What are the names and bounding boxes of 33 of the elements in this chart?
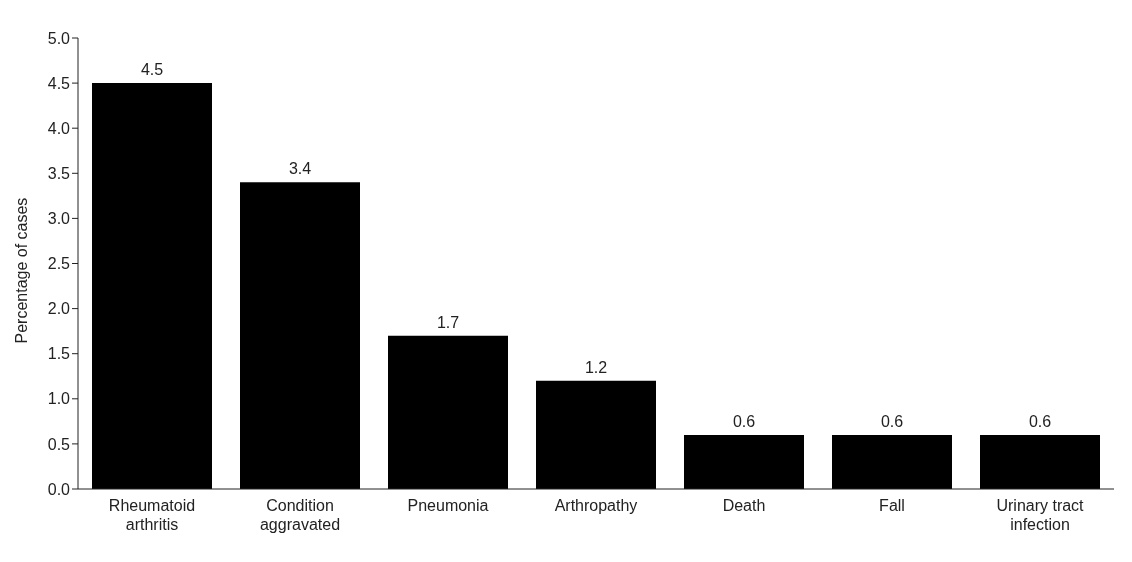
x-tick-label: Death [722,497,766,514]
y-tick-label: 5.0 [47,29,71,47]
bar [388,335,508,489]
y-tick-label: 1.5 [47,345,71,363]
y-tick-label: 1.0 [47,390,71,408]
bar [92,83,212,489]
y-tick-label: 0.5 [47,435,71,453]
y-tick-label: 0.0 [47,480,71,498]
data-label: 3.4 [288,160,312,178]
x-tick-label: Condition aggravated [259,497,341,533]
bar [980,434,1100,489]
y-tick-label: 4.5 [47,74,71,92]
y-axis-title: Percentage of cases [12,197,30,344]
y-tick-label: 4.0 [47,119,71,137]
bar [684,434,804,489]
x-tick-label: Arthropathy [554,497,638,514]
bar [240,182,360,489]
data-label: 1.2 [584,358,608,376]
data-label: 4.5 [140,61,164,79]
y-tick-label: 3.0 [47,210,71,228]
x-tick-label: Pneumonia [407,497,489,514]
bar [536,380,656,489]
y-tick-label: 3.5 [47,164,71,182]
data-label: 0.6 [732,412,756,430]
data-label: 0.6 [1028,412,1052,430]
x-tick-label: Fall [879,497,905,514]
y-tick-label: 2.0 [47,300,71,318]
data-label: 0.6 [880,412,904,430]
data-label: 1.7 [436,313,460,331]
x-tick-label: Urinary tract infection [996,497,1085,533]
y-tick-label: 2.5 [47,255,71,273]
bar [832,434,952,489]
x-tick-label: Rheumatoid arthritis [108,497,196,533]
